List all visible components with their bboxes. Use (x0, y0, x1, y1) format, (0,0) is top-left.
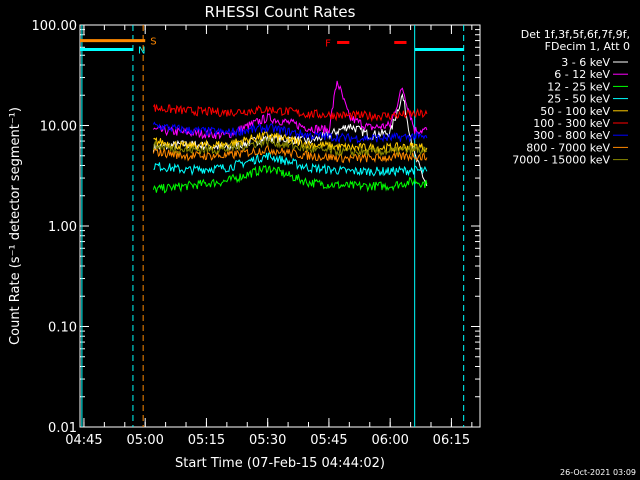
annotation-label: S (150, 37, 156, 48)
legend-title-line-2: FDecim 1, Att 0 (545, 40, 630, 53)
chart-title: RHESSI Count Rates (205, 3, 356, 21)
y-tick-label: 0.10 (48, 321, 77, 336)
legend-label: 3 - 6 keV (561, 56, 610, 69)
legend: Det 1f,3f,5f,6f,7f,9f, FDecim 1, Att 0 3… (512, 28, 630, 167)
y-tick-label: 1.00 (48, 220, 77, 235)
y-axis: 0.01 0.10 1.00 10.00 100.00 (32, 19, 480, 436)
x-tick-label: 05:30 (249, 433, 286, 448)
x-tick-label: 04:45 (65, 433, 102, 448)
legend-label: 6 - 12 keV (554, 68, 610, 81)
y-tick-label: 10.00 (40, 120, 77, 135)
x-tick-label: 05:45 (310, 433, 347, 448)
x-tick-label: 05:00 (126, 433, 163, 448)
series-line (152, 136, 428, 157)
series-line (152, 121, 428, 144)
x-axis: 04:45 05:00 05:15 05:30 05:45 06:00 06:15 (65, 25, 473, 448)
annotation-label: F (325, 38, 331, 49)
x-tick-label: 06:15 (433, 433, 470, 448)
interval-markers (81, 25, 465, 427)
series-line (153, 80, 428, 140)
legend-label: 300 - 800 keV (533, 129, 610, 142)
legend-label: 12 - 25 keV (547, 80, 610, 93)
legend-label: 25 - 50 keV (547, 93, 610, 106)
series-line (152, 164, 428, 194)
annotation-group: SN F (80, 37, 464, 57)
series-line (152, 103, 428, 123)
y-axis-label: Count Rate (s⁻¹ detector segment⁻¹) (8, 107, 23, 345)
series-line (152, 143, 428, 164)
legend-label: 100 - 300 keV (533, 117, 610, 130)
y-tick-label: 100.00 (32, 19, 78, 34)
annotation-label: N (138, 46, 145, 57)
timestamp: 26-Oct-2021 03:09 (560, 468, 636, 477)
x-tick-label: 06:00 (371, 433, 408, 448)
legend-title-line-1: Det 1f,3f,5f,6f,7f,9f, (521, 28, 630, 41)
legend-label: 50 - 100 keV (540, 105, 610, 118)
series-group (152, 80, 428, 194)
x-tick-label: 05:15 (188, 433, 225, 448)
series-line (153, 152, 428, 177)
series-line (153, 131, 428, 155)
legend-label: 800 - 7000 keV (526, 141, 610, 154)
plot-frame (79, 24, 481, 428)
legend-label: 7000 - 15000 keV (512, 154, 610, 167)
y-tick-label: 0.01 (48, 421, 77, 436)
x-axis-label: Start Time (07-Feb-15 04:44:02) (175, 456, 385, 471)
